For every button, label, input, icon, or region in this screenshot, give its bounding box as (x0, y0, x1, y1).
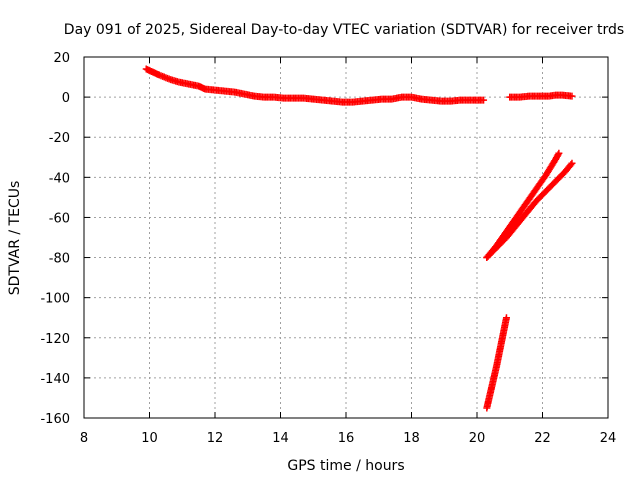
series-1 (142, 65, 488, 106)
x-tick-label: 14 (272, 431, 289, 446)
x-tick-label: 24 (600, 431, 617, 446)
y-tick-label: -20 (49, 131, 70, 146)
y-tick-label: 0 (62, 91, 70, 106)
x-tick-label: 20 (469, 431, 486, 446)
data-marks (142, 65, 576, 412)
y-tick-label: -60 (49, 211, 70, 226)
x-tick-label: 12 (207, 431, 224, 446)
y-axis-label: SDTVAR / TECUs (7, 181, 23, 296)
series-4 (483, 159, 576, 262)
data-point (567, 161, 575, 169)
series-2 (506, 91, 576, 101)
data-point (555, 149, 563, 157)
chart-title: Day 091 of 2025, Sidereal Day-to-day VTE… (64, 22, 624, 38)
y-tick-label: -140 (40, 372, 70, 387)
series-3 (483, 149, 563, 262)
x-tick-label: 16 (338, 431, 355, 446)
x-axis-label: GPS time / hours (287, 458, 404, 474)
x-tick-label: 22 (534, 431, 551, 446)
x-tick-label: 8 (80, 431, 88, 446)
x-tick-label: 18 (403, 431, 420, 446)
data-point (568, 159, 576, 167)
y-tick-label: -100 (40, 292, 70, 307)
y-tick-label: -80 (49, 252, 70, 267)
x-axis-ticks: 8 10 12 14 16 18 20 22 24 (80, 57, 616, 446)
y-tick-label: -120 (40, 332, 70, 347)
data-point (554, 151, 562, 159)
grid (84, 57, 608, 418)
data-point (568, 92, 576, 100)
y-tick-label: 20 (53, 51, 70, 66)
y-tick-label: -40 (49, 171, 70, 186)
data-point (480, 96, 488, 104)
data-point (502, 314, 510, 322)
y-tick-label: -160 (40, 412, 70, 427)
y-axis-ticks: 20 0 -20 -40 -60 -80 -100 -120 -140 -160 (40, 51, 608, 427)
series-5 (483, 314, 510, 412)
x-tick-label: 10 (141, 431, 158, 446)
